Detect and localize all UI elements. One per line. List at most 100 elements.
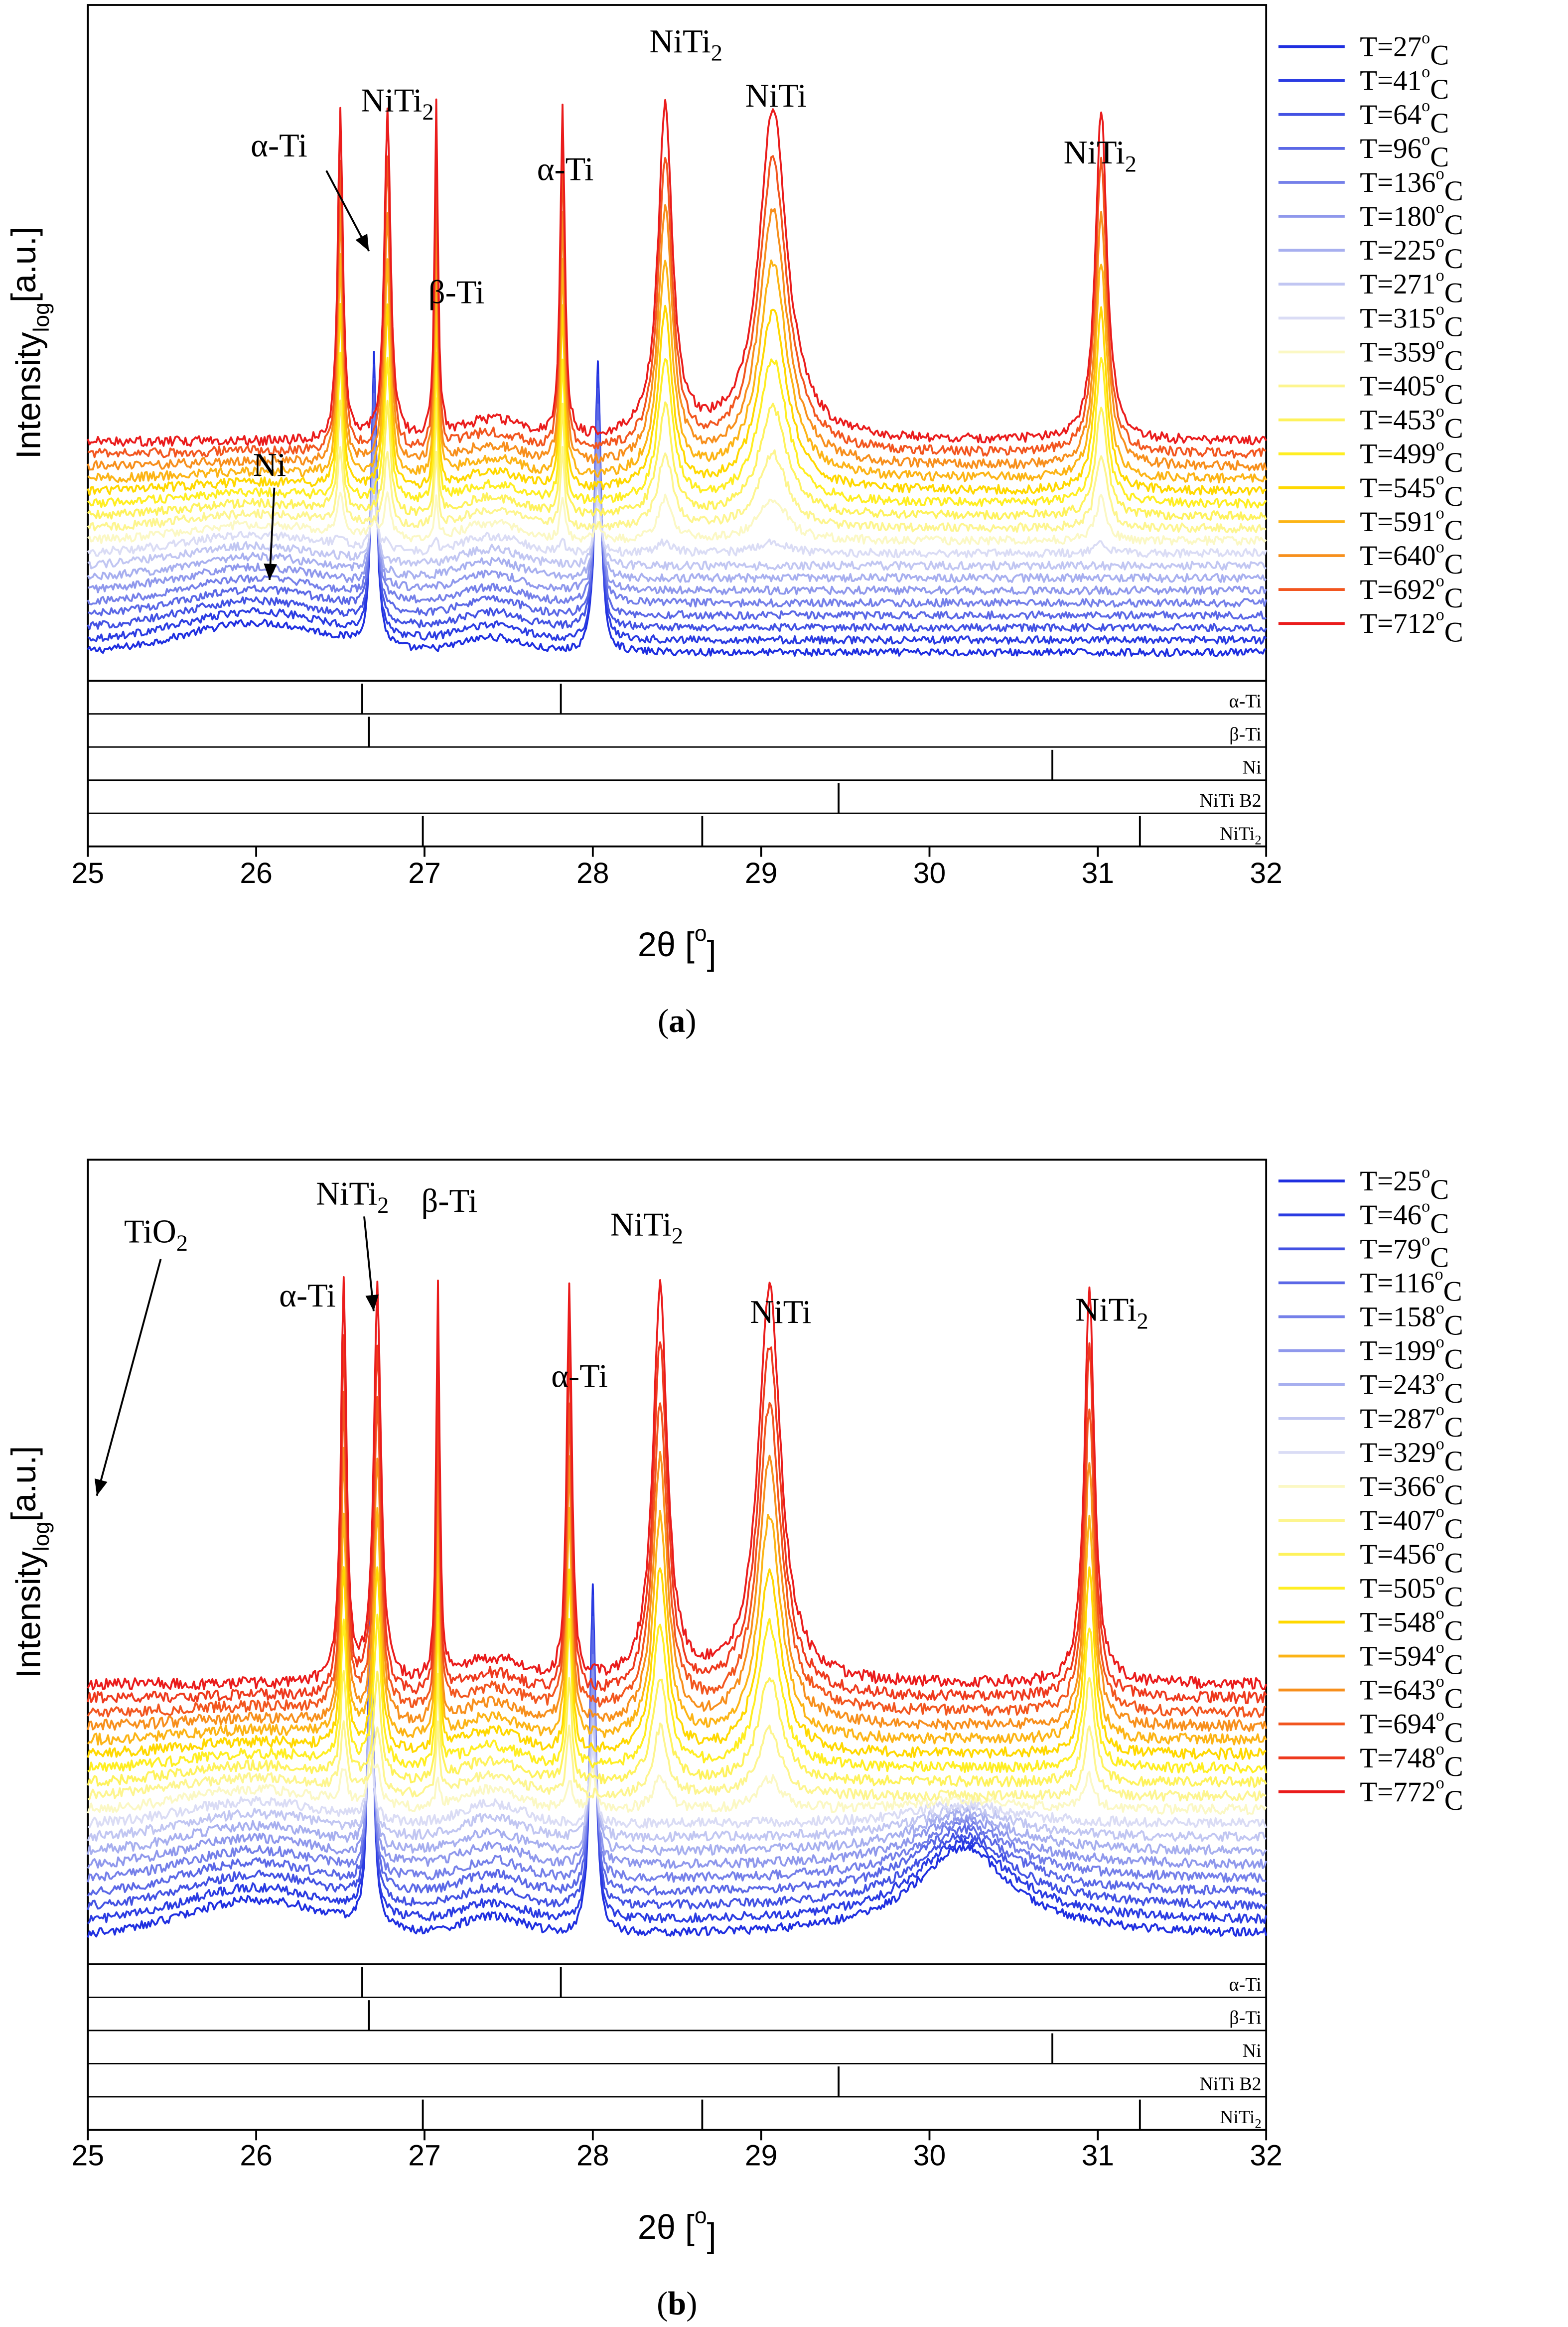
y-axis-title-text: Intensity [9, 1551, 47, 1678]
legend-label-116: T=116oC [1360, 1265, 1462, 1308]
legend-label-text: T=27 [1360, 31, 1422, 63]
x-axis-title-text: 2θ [ [638, 2208, 695, 2246]
phase-annotation: NiTi2 [1075, 1292, 1148, 1334]
phase-annotation-subscript: 2 [711, 40, 722, 66]
series-line-366 [87, 1753, 1267, 1815]
legend-label-text: T=158 [1360, 1302, 1435, 1333]
legend-label-text: C [1444, 481, 1463, 512]
phase-annotation-subscript: 2 [1125, 151, 1137, 177]
y-axis-title: Intensitylog[a.u.] [5, 1446, 54, 1678]
phase-annotation-text: NiTi [745, 78, 807, 114]
legend-label-text: C [1444, 549, 1463, 580]
legend-label-456: T=456oC [1360, 1537, 1463, 1579]
annotation-arrowhead [365, 1294, 379, 1311]
legend-label-748: T=748oC [1360, 1740, 1463, 1782]
x-tick-label: 26 [240, 857, 273, 889]
legend-label-text: C [1430, 1174, 1449, 1205]
reference-label: NiTi B2 [1199, 2074, 1261, 2095]
series-line-116 [87, 1624, 1267, 1897]
panel-label-paren: ) [685, 1003, 696, 1039]
x-tick-label: 28 [576, 2140, 609, 2172]
series-line-329 [87, 1735, 1267, 1829]
legend-label-692: T=692oC [1360, 572, 1463, 614]
legend-label-text: T=591 [1360, 506, 1435, 538]
series-line-499 [87, 351, 1267, 509]
series-line-694 [87, 1391, 1267, 1718]
legend-label-366: T=366oC [1360, 1468, 1463, 1511]
legend-label-degree: o [1436, 267, 1444, 285]
panel-label: (b) [657, 2286, 697, 2322]
legend-label-text: C [1444, 616, 1463, 648]
series-line-643 [87, 1447, 1268, 1733]
series-line-271 [87, 474, 1267, 571]
legend-label-text: C [1444, 1547, 1463, 1579]
reference-label: α-Ti [1229, 1974, 1262, 1995]
legend-label-text: T=505 [1360, 1573, 1435, 1604]
legend-label-text: T=199 [1360, 1335, 1435, 1367]
legend-label-text: T=643 [1360, 1675, 1435, 1706]
legend-label-text: C [1444, 1479, 1463, 1511]
series-line-199 [87, 1668, 1267, 1870]
panel-label-letter: a [669, 1003, 685, 1039]
series-line-453 [87, 397, 1267, 521]
legend-label-text: C [1444, 413, 1463, 444]
legend-label-text: T=548 [1360, 1606, 1435, 1638]
phase-annotation: NiTi2 [610, 1206, 683, 1249]
legend-label-text: C [1430, 1208, 1449, 1239]
reference-label-text: NiTi [1220, 2107, 1255, 2128]
reference-label-subscript: 2 [1255, 2116, 1261, 2131]
legend-label-591: T=591oC [1360, 504, 1463, 546]
phase-annotation-subscript: 2 [422, 100, 433, 125]
phase-annotation-subscript: 2 [176, 1231, 188, 1256]
x-axis-title: 2θ [o] [638, 921, 716, 972]
series-line-692 [87, 149, 1267, 459]
reference-label: α-Ti [1229, 691, 1262, 712]
legend-label-text: T=315 [1360, 302, 1435, 334]
legend-label-text: C [1430, 1242, 1449, 1273]
legend-label-degree: o [1435, 1265, 1443, 1284]
legend-label-text: C [1430, 40, 1449, 71]
legend-label-degree: o [1436, 1571, 1444, 1589]
legend-label-degree: o [1436, 300, 1444, 319]
legend-label-text: C [1444, 1378, 1463, 1409]
legend-label-degree: o [1436, 1537, 1444, 1555]
legend-label-694: T=694oC [1360, 1706, 1463, 1748]
legend-label-degree: o [1436, 1367, 1444, 1385]
x-tick-label: 29 [745, 857, 778, 889]
series-line-405 [87, 446, 1267, 534]
legend-label-27: T=27oC [1360, 29, 1449, 71]
legend-label-96: T=96oC [1360, 131, 1449, 173]
series-line-748 [87, 1334, 1267, 1704]
reference-label-text: β-Ti [1229, 2008, 1261, 2029]
phase-annotation: α-Ti [551, 1358, 608, 1394]
series-line-712 [87, 98, 1267, 447]
legend-label-text: C [1444, 1751, 1463, 1782]
legend-label-text: C [1444, 1717, 1463, 1748]
x-tick-label: 25 [72, 2140, 105, 2172]
series-line-225 [87, 454, 1267, 583]
x-tick-label: 31 [1082, 857, 1115, 889]
reference-label: NiTi2 [1220, 2107, 1262, 2131]
reference-label: Ni [1243, 2040, 1262, 2061]
phase-annotation: NiTi2 [316, 1176, 389, 1218]
legend-label-text: C [1444, 1446, 1463, 1477]
legend-label-text: T=287 [1360, 1403, 1435, 1435]
legend-label-158: T=158oC [1360, 1299, 1463, 1341]
legend-label-text: T=748 [1360, 1743, 1435, 1774]
phase-annotation-subscript: 2 [377, 1193, 389, 1218]
reference-label: β-Ti [1229, 724, 1261, 745]
legend-label-41: T=41oC [1360, 63, 1449, 105]
panel-label: (a) [658, 1003, 697, 1039]
legend-label-548: T=548oC [1360, 1604, 1463, 1647]
legend-label-136: T=136oC [1360, 164, 1463, 207]
legend-label-text: C [1444, 1581, 1463, 1612]
phase-annotation: α-Ti [251, 128, 307, 164]
legend-label-text: C [1444, 311, 1463, 342]
reference-label-text: Ni [1243, 2040, 1262, 2061]
legend-label-degree: o [1436, 1672, 1444, 1691]
series-line-640 [87, 202, 1268, 471]
legend-label-text: C [1444, 277, 1463, 308]
legend-label-degree: o [1436, 606, 1444, 624]
series-line-243 [87, 1693, 1267, 1857]
